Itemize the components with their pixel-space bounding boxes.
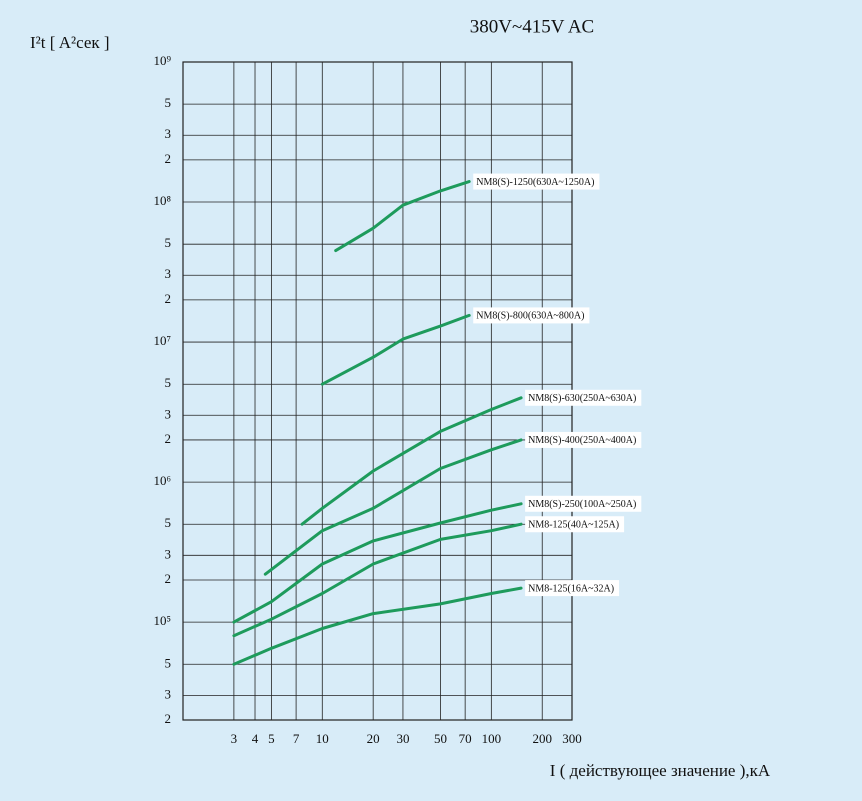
x-tick-label: 200: [532, 731, 552, 746]
series-label: NM8(S)-800(630A~800A): [476, 311, 584, 322]
series-line: [334, 180, 471, 253]
y-tick-label: 3: [165, 406, 172, 421]
series-label-bg: [473, 173, 600, 190]
y-tick-label: 10⁷: [153, 333, 171, 348]
y-tick-label: 2: [165, 431, 172, 446]
x-tick-label: 4: [252, 731, 259, 746]
y-tick-label: 10⁸: [153, 193, 171, 208]
y-tick-label: 5: [165, 655, 172, 670]
series-line: [300, 396, 523, 526]
y-tick-label: 3: [165, 686, 172, 701]
x-tick-label: 300: [562, 731, 582, 746]
y-tick-label: 10⁹: [153, 53, 171, 68]
series-line: [232, 586, 523, 666]
x-tick-label: 30: [396, 731, 409, 746]
y-tick-label: 10⁵: [153, 613, 171, 628]
y-tick-label: 2: [165, 151, 172, 166]
series-label-bg: [525, 516, 625, 533]
series-label: NM8-125(16A~32A): [528, 583, 614, 594]
x-tick-label: 10: [316, 731, 329, 746]
x-tick-label: 3: [231, 731, 238, 746]
y-tick-label: 5: [165, 95, 172, 110]
x-tick-label: 5: [268, 731, 275, 746]
x-tick-label: 50: [434, 731, 447, 746]
series-label-bg: [525, 389, 642, 406]
y-axis-label: I²t [ A²сек ]: [30, 33, 110, 52]
y-tick-label: 2: [165, 571, 172, 586]
y-tick-label: 5: [165, 515, 172, 530]
series-line: [263, 438, 523, 576]
series-line: [320, 313, 471, 386]
series-label: NM8(S)-400(250A~400A): [528, 435, 636, 446]
series-label: NM8(S)-1250(630A~1250A): [476, 177, 594, 188]
y-tick-label: 5: [165, 375, 172, 390]
x-tick-label: 20: [367, 731, 380, 746]
series-label: NM8-125(40A~125A): [528, 520, 619, 531]
y-tick-label: 2: [165, 291, 172, 306]
x-tick-label: 7: [293, 731, 300, 746]
y-tick-label: 3: [165, 546, 172, 561]
chart-title: 380V~415V AC: [470, 16, 594, 37]
series-label-bg: [525, 580, 620, 597]
series-line: [232, 522, 523, 638]
series-label-bg: [473, 307, 590, 324]
y-tick-label: 2: [165, 711, 172, 726]
x-tick-label: 100: [482, 731, 502, 746]
series-label-bg: [525, 495, 642, 512]
y-tick-label: 3: [165, 266, 172, 281]
y-tick-label: 10⁶: [153, 473, 171, 488]
plot-frame: [182, 61, 573, 721]
x-axis-label: I ( действующее значение ),кА: [550, 761, 771, 780]
series-line: [232, 502, 523, 624]
x-tick-label: 70: [459, 731, 472, 746]
y-tick-label: 3: [165, 126, 172, 141]
series-label: NM8(S)-630(250A~630A): [528, 393, 636, 404]
series-label: NM8(S)-250(100A~250A): [528, 499, 636, 510]
series-label-bg: [525, 431, 642, 448]
y-tick-label: 5: [165, 235, 172, 250]
